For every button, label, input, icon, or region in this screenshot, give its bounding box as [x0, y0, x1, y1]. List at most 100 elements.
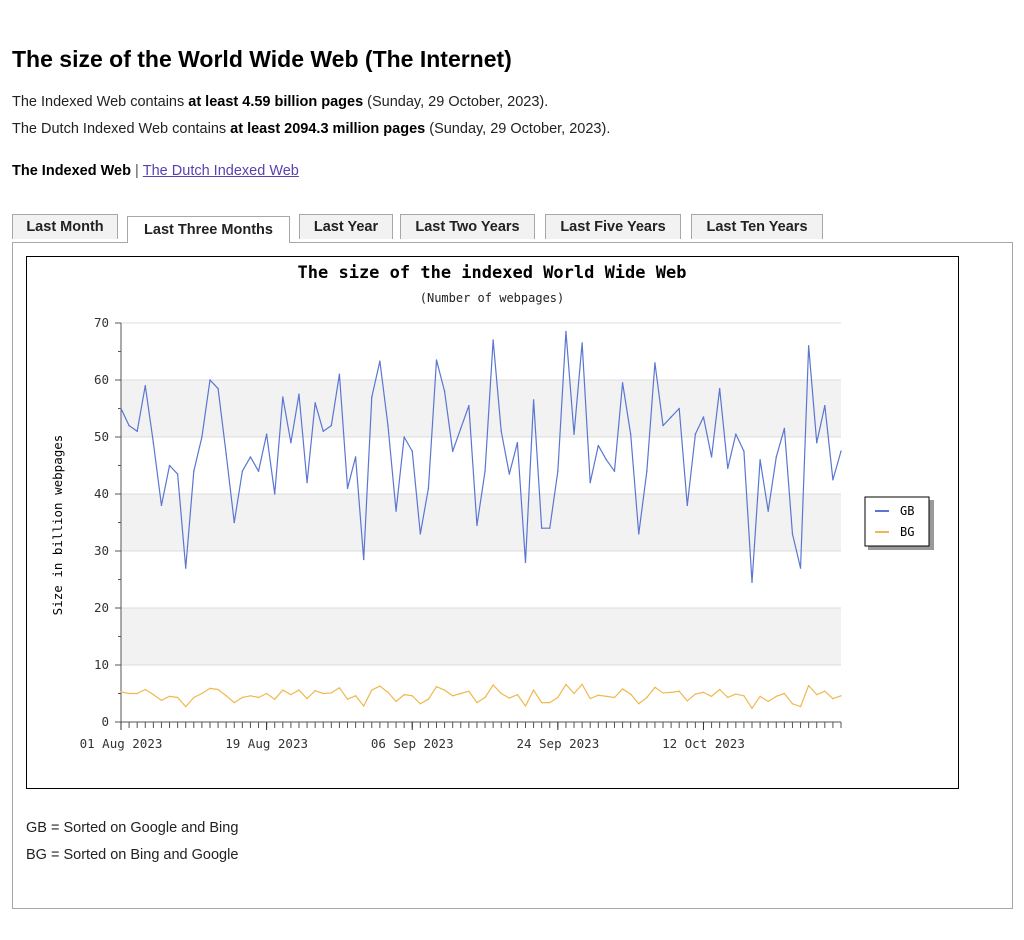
data-point-bg	[241, 696, 244, 699]
data-point-bg	[314, 689, 316, 692]
data-point-gb	[524, 561, 527, 564]
data-point-gb	[160, 504, 163, 507]
legend-label-bg: BG	[900, 525, 914, 539]
summary-date: (Sunday, 29 October, 2023).	[363, 94, 549, 110]
tab-last-two-years[interactable]: Last Two Years	[400, 214, 535, 239]
data-point-bg	[597, 694, 600, 696]
chart-frame: 0 10 20 30 40 50 60 70 01 Aug 2023 19 Aug 2023 06…	[26, 256, 959, 789]
data-point-bg	[540, 701, 543, 704]
legend-note-bg: BG = Sorted on Bing and Google	[26, 847, 239, 863]
data-point-gb	[727, 467, 729, 470]
data-point-gb	[460, 427, 462, 430]
data-point-gb	[605, 459, 608, 461]
data-point-bg	[120, 691, 122, 693]
data-point-bg	[799, 705, 802, 708]
data-point-gb	[136, 430, 138, 432]
tab-last-month[interactable]: Last Month	[12, 214, 118, 239]
tab-last-ten-years[interactable]: Last Ten Years	[691, 214, 823, 239]
data-point-gb	[791, 533, 794, 535]
data-point-gb	[185, 567, 187, 569]
data-point-gb	[710, 456, 713, 458]
data-point-gb	[589, 481, 591, 484]
data-point-gb	[468, 404, 470, 407]
data-point-bg	[387, 691, 389, 694]
data-point-bg	[176, 696, 179, 699]
data-point-gb	[702, 416, 705, 418]
data-point-bg	[460, 692, 462, 695]
data-point-gb	[759, 459, 761, 461]
dutch-indexed-web-link[interactable]: The Dutch Indexed Web	[142, 163, 299, 179]
data-point-bg	[209, 687, 211, 690]
tab-last-year[interactable]: Last Year	[299, 214, 393, 239]
data-point-bg	[589, 697, 591, 700]
data-point-bg	[500, 692, 502, 695]
plot-band	[121, 608, 841, 665]
data-point-gb	[451, 450, 454, 452]
data-point-gb	[233, 521, 235, 524]
data-point-bg	[330, 692, 333, 694]
data-point-bg	[451, 695, 454, 697]
data-point-bg	[654, 686, 656, 688]
data-point-gb	[565, 330, 567, 333]
data-point-gb	[330, 424, 333, 427]
data-point-bg	[807, 684, 810, 687]
data-point-bg	[824, 690, 826, 692]
data-point-bg	[759, 695, 761, 698]
legend-box	[864, 496, 930, 547]
data-point-gb	[403, 436, 405, 438]
data-point-gb	[411, 450, 413, 452]
data-point-bg	[298, 689, 300, 691]
data-point-bg	[605, 695, 608, 698]
data-point-gb	[354, 456, 357, 458]
data-point-bg	[362, 705, 365, 707]
data-point-bg	[201, 692, 203, 695]
x-tick-label: 12 Oct 2023	[662, 736, 745, 751]
data-point-bg	[168, 695, 171, 698]
data-point-bg	[686, 700, 688, 702]
data-point-gb	[670, 416, 672, 418]
data-point-bg	[832, 697, 834, 700]
data-point-bg	[516, 693, 519, 696]
data-point-gb	[257, 470, 260, 472]
data-point-bg	[484, 696, 486, 699]
data-point-bg	[282, 689, 284, 691]
data-point-gb	[176, 473, 179, 475]
data-point-gb	[621, 382, 624, 384]
data-point-bg	[492, 684, 494, 686]
data-point-gb	[646, 470, 648, 472]
data-point-bg	[144, 688, 146, 691]
data-point-gb	[743, 450, 745, 452]
data-point-gb	[362, 558, 365, 561]
y-tick-label: 30	[94, 543, 109, 558]
page-title: The size of the World Wide Web (The Inte…	[12, 46, 512, 72]
summary-count: at least 4.59 billion pages	[188, 94, 364, 110]
data-point-gb	[573, 433, 575, 435]
data-point-bg	[427, 698, 430, 700]
data-point-bg	[322, 692, 324, 695]
data-point-gb	[290, 442, 292, 444]
web-selector: The Indexed Web | The Dutch Indexed Web	[12, 163, 299, 179]
data-point-bg	[249, 695, 252, 697]
data-point-gb	[678, 407, 680, 410]
tab-last-three-months[interactable]: Last Three Months	[127, 216, 290, 243]
data-point-gb	[775, 456, 777, 458]
data-point-bg	[549, 701, 551, 704]
data-point-gb	[686, 504, 688, 507]
data-point-gb	[508, 473, 511, 475]
current-web-label: The Indexed Web	[12, 163, 131, 179]
data-point-bg	[435, 685, 438, 688]
data-point-bg	[443, 689, 446, 691]
data-point-bg	[710, 695, 713, 698]
data-point-bg	[395, 700, 397, 703]
tab-last-five-years[interactable]: Last Five Years	[545, 214, 681, 239]
data-point-gb	[201, 436, 203, 438]
data-point-bg	[468, 690, 470, 692]
data-point-gb	[799, 567, 802, 569]
data-point-gb	[484, 470, 486, 472]
data-point-bg	[840, 695, 842, 697]
data-point-gb	[735, 433, 737, 435]
plot-band	[121, 437, 841, 494]
data-point-bg	[767, 700, 769, 703]
data-point-gb	[249, 456, 252, 458]
data-point-bg	[783, 692, 786, 695]
